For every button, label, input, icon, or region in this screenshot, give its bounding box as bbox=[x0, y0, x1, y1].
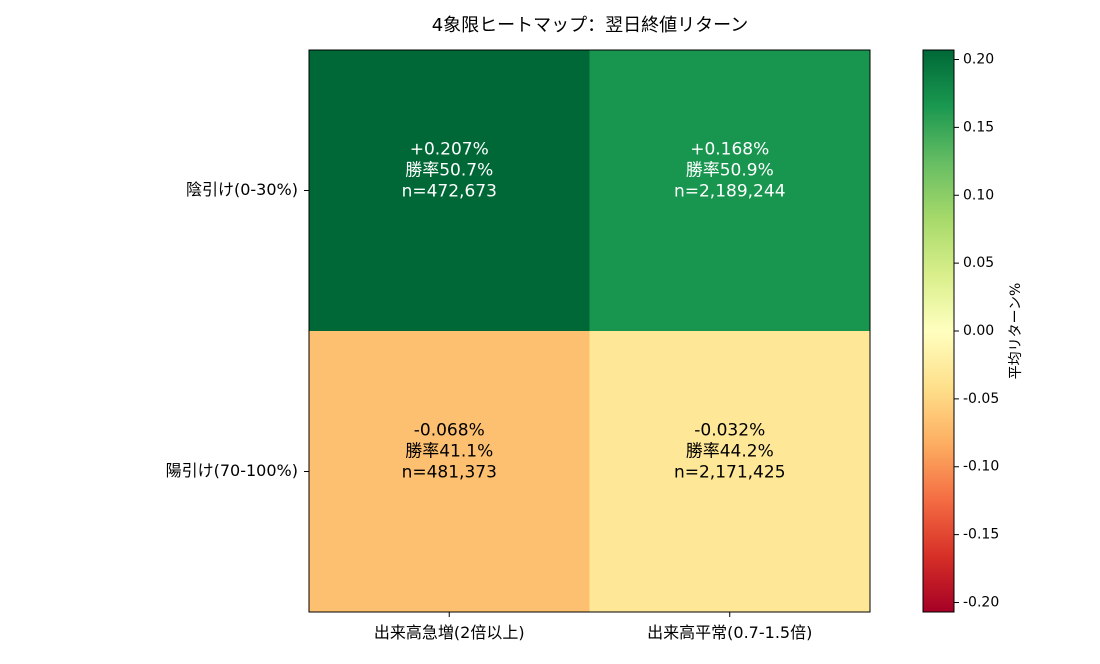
cell-rect bbox=[589, 331, 871, 613]
cell-winrate-label: 勝率44.2% bbox=[686, 442, 774, 462]
y-tick-label: 陽引け(70-100%) bbox=[166, 461, 298, 480]
cell-n-label: n=2,189,244 bbox=[674, 182, 786, 202]
colorbar-tick-label: -0.20 bbox=[963, 594, 999, 610]
colorbar: 0.20 0.15 0.10 0.05 0.00 -0.05 -0.10 -0.15 -0.20… bbox=[922, 49, 1024, 613]
cell-return-label: +0.168% bbox=[690, 140, 769, 160]
x-tick-label: 出来高急増(2倍以上) bbox=[374, 623, 525, 642]
cell-winrate-label: 勝率50.7% bbox=[405, 161, 493, 181]
colorbar-tick-label: -0.10 bbox=[963, 459, 999, 475]
cell-winrate-label: 勝率41.1% bbox=[405, 442, 493, 462]
chart-title: 4象限ヒートマップ：翌日終値リターン bbox=[432, 15, 749, 36]
heatmap-cell: -0.068%勝率41.1%n=481,373 bbox=[309, 331, 590, 613]
colorbar-tick-label: -0.15 bbox=[963, 527, 999, 543]
heatmap-cells: +0.207%勝率50.7%n=472,673+0.168%勝率50.9%n=2… bbox=[309, 50, 871, 613]
colorbar-tick-label: 0.05 bbox=[963, 255, 994, 271]
cell-return-label: -0.032% bbox=[694, 421, 765, 441]
colorbar-gradient bbox=[922, 49, 955, 613]
colorbar-label: 平均リターン% bbox=[1008, 283, 1024, 380]
y-tick-label: 陰引け(0-30%) bbox=[186, 180, 298, 199]
colorbar-tick-label: 0.00 bbox=[963, 323, 994, 339]
cell-rect bbox=[589, 50, 871, 332]
cell-n-label: n=2,171,425 bbox=[674, 463, 786, 483]
cell-winrate-label: 勝率50.9% bbox=[686, 161, 774, 181]
colorbar-tick-label: 0.20 bbox=[963, 52, 994, 68]
heatmap-cell: +0.168%勝率50.9%n=2,189,244 bbox=[589, 50, 871, 332]
axes: 出来高急増(2倍以上) 出来高平常(0.7-1.5倍) 陰引け(0-30%) 陽引け(… bbox=[166, 180, 813, 642]
cell-return-label: +0.207% bbox=[410, 140, 489, 160]
cell-rect bbox=[309, 331, 590, 613]
colorbar-tick-label: 0.15 bbox=[963, 119, 994, 135]
cell-return-label: -0.068% bbox=[414, 421, 485, 441]
cell-rect bbox=[309, 50, 590, 332]
cell-n-label: n=472,673 bbox=[402, 182, 497, 202]
heatmap-cell: +0.207%勝率50.7%n=472,673 bbox=[309, 50, 590, 332]
x-tick-label: 出来高平常(0.7-1.5倍) bbox=[647, 623, 812, 642]
colorbar-tick-label: -0.05 bbox=[963, 391, 999, 407]
colorbar-tick-label: 0.10 bbox=[963, 187, 994, 203]
heatmap-cell: -0.032%勝率44.2%n=2,171,425 bbox=[589, 331, 871, 613]
cell-n-label: n=481,373 bbox=[402, 463, 497, 483]
plot-frame bbox=[308, 49, 871, 613]
